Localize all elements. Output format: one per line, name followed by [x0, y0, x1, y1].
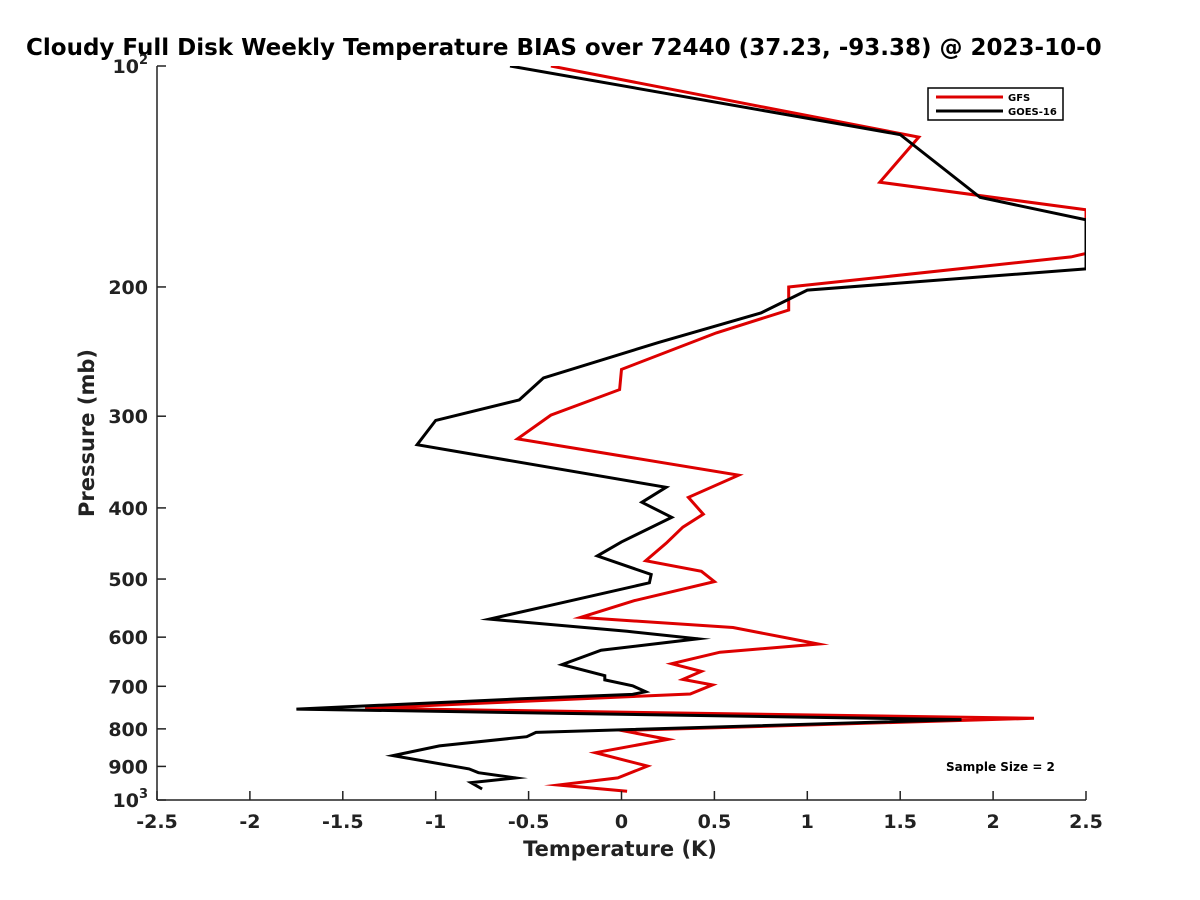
legend-label-gfs: GFS: [1008, 93, 1030, 104]
y-tick-label: 500: [108, 569, 148, 591]
y-tick-label: 800: [108, 719, 148, 741]
x-tick-label: -2: [239, 811, 260, 833]
legend-box: [927, 87, 1064, 121]
x-tick-label: -1.5: [322, 811, 364, 833]
series-lines: [296, 66, 1086, 793]
legend-label-goes16: GOES-16: [1008, 107, 1057, 118]
series-line-goes16: [296, 66, 1086, 791]
series-line-gfs: [365, 66, 1086, 793]
legend: GFS GOES-16: [927, 87, 1064, 121]
x-tick-label: -0.5: [508, 811, 550, 833]
y-tick-label: 102: [113, 53, 149, 78]
x-axis-label: Temperature (K): [523, 837, 717, 861]
y-tick-label: 300: [108, 406, 148, 428]
y-tick-label: 600: [108, 627, 148, 649]
plot-area: [156, 66, 1086, 801]
y-tick-label: 400: [108, 498, 148, 520]
chart-title: Cloudy Full Disk Weekly Temperature BIAS…: [26, 35, 1102, 61]
x-tick-label: -1: [425, 811, 446, 833]
x-tick-label: 0.5: [698, 811, 732, 833]
y-tick-label: 103: [113, 787, 149, 812]
sample-size-annotation: Sample Size = 2: [946, 760, 1055, 774]
y-axis-label: Pressure (mb): [75, 349, 99, 517]
y-tick-label: 900: [108, 756, 148, 778]
axis-ticks: -2.5 -2 -1.5 -1 -0.5 0 0.5 1 1.5 2 2.5 102 200 300 400…: [108, 53, 1103, 833]
x-tick-label: 2: [986, 811, 999, 833]
x-tick-label: -2.5: [136, 811, 178, 833]
x-tick-label: 2.5: [1069, 811, 1103, 833]
x-tick-label: 1: [801, 811, 814, 833]
y-tick-label: 200: [108, 277, 148, 299]
y-tick-label: 700: [108, 676, 148, 698]
x-tick-label: 1.5: [883, 811, 917, 833]
x-tick-label: 0: [615, 811, 628, 833]
